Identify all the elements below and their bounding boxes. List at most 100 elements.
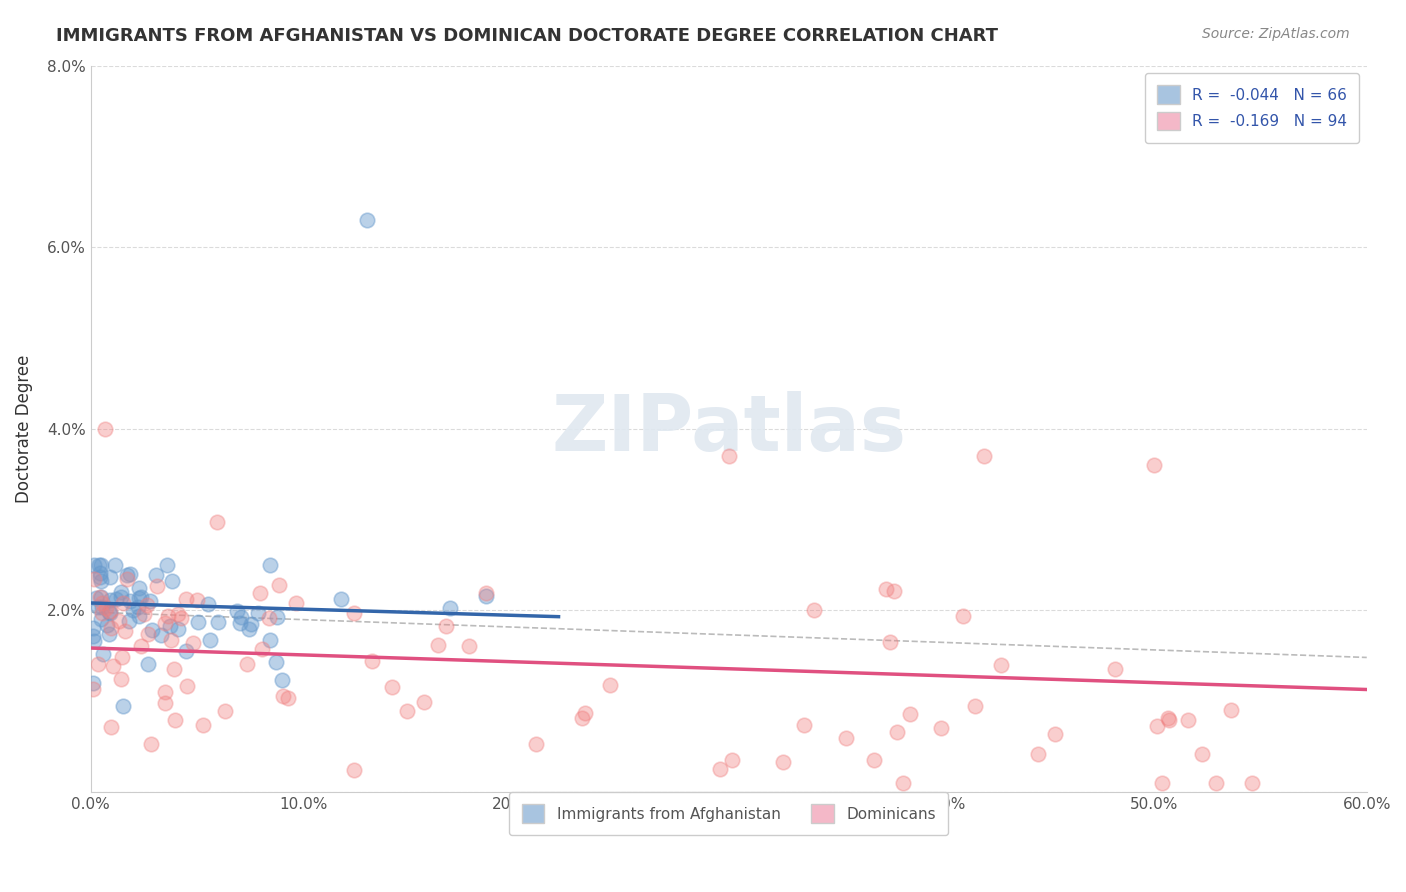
Point <box>886 725 908 739</box>
Point <box>343 764 366 778</box>
Point <box>181 635 204 649</box>
Point <box>772 755 794 769</box>
Point <box>104 558 127 572</box>
Point <box>200 632 222 647</box>
Point <box>110 591 132 605</box>
Point <box>128 591 150 606</box>
Point <box>271 689 294 703</box>
Point <box>879 635 901 649</box>
Point <box>226 604 249 618</box>
Point <box>153 615 176 630</box>
Point <box>128 581 150 595</box>
Point <box>571 711 593 725</box>
Point <box>141 623 163 637</box>
Point <box>1177 714 1199 728</box>
Point <box>176 679 198 693</box>
Point <box>89 569 111 583</box>
Point <box>100 720 122 734</box>
Point <box>90 591 112 605</box>
Point <box>132 607 155 621</box>
Point <box>1104 662 1126 676</box>
Point <box>285 596 308 610</box>
Point <box>110 672 132 686</box>
Point <box>717 449 740 463</box>
Point <box>329 592 352 607</box>
Point <box>167 607 190 621</box>
Point <box>167 622 190 636</box>
Point <box>356 213 378 227</box>
Point <box>82 621 104 635</box>
Point <box>271 673 294 687</box>
Point <box>1143 458 1166 472</box>
Point <box>156 609 179 624</box>
Point <box>98 605 121 619</box>
Point <box>952 609 974 624</box>
Point <box>862 753 884 767</box>
Point <box>82 629 104 643</box>
Point <box>524 737 547 751</box>
Point <box>114 624 136 638</box>
Point <box>139 594 162 608</box>
Point <box>87 558 110 572</box>
Point <box>108 614 131 628</box>
Point <box>118 594 141 608</box>
Point <box>891 776 914 790</box>
Point <box>214 704 236 718</box>
Point <box>1146 719 1168 733</box>
Point <box>342 606 364 620</box>
Point <box>1157 711 1180 725</box>
Point <box>145 568 167 582</box>
Point <box>238 622 260 636</box>
Point <box>197 597 219 611</box>
Point <box>803 603 825 617</box>
Point <box>973 449 995 463</box>
Point <box>96 617 118 632</box>
Point <box>170 611 193 625</box>
Text: Source: ZipAtlas.com: Source: ZipAtlas.com <box>1202 27 1350 41</box>
Point <box>1152 776 1174 790</box>
Point <box>990 658 1012 673</box>
Point <box>257 611 280 625</box>
Point <box>139 738 162 752</box>
Point <box>110 584 132 599</box>
Point <box>89 566 111 580</box>
Point <box>360 654 382 668</box>
Legend: Immigrants from Afghanistan, Dominicans: Immigrants from Afghanistan, Dominicans <box>509 792 948 835</box>
Point <box>1043 727 1066 741</box>
Point <box>115 568 138 582</box>
Text: ZIPatlas: ZIPatlas <box>551 391 907 467</box>
Y-axis label: Doctorate Degree: Doctorate Degree <box>15 355 32 503</box>
Point <box>129 591 152 605</box>
Point <box>83 572 105 586</box>
Point <box>136 627 159 641</box>
Point <box>159 618 181 632</box>
Point <box>412 695 434 709</box>
Point <box>94 422 117 436</box>
Point <box>266 655 288 669</box>
Point <box>458 639 481 653</box>
Point <box>963 698 986 713</box>
Point <box>381 680 404 694</box>
Point <box>229 615 252 630</box>
Point <box>128 609 150 624</box>
Point <box>239 617 262 632</box>
Point <box>121 603 143 617</box>
Point <box>97 627 120 641</box>
Point <box>277 690 299 705</box>
Point <box>89 590 111 604</box>
Point <box>115 572 138 586</box>
Point <box>434 618 457 632</box>
Point <box>111 650 134 665</box>
Point <box>266 610 288 624</box>
Point <box>98 604 121 618</box>
Point <box>111 698 134 713</box>
Point <box>187 615 209 629</box>
Point <box>83 633 105 648</box>
Point <box>104 591 127 606</box>
Point <box>191 718 214 732</box>
Point <box>174 592 197 607</box>
Point <box>229 610 252 624</box>
Point <box>156 558 179 572</box>
Point <box>129 639 152 653</box>
Point <box>162 662 184 676</box>
